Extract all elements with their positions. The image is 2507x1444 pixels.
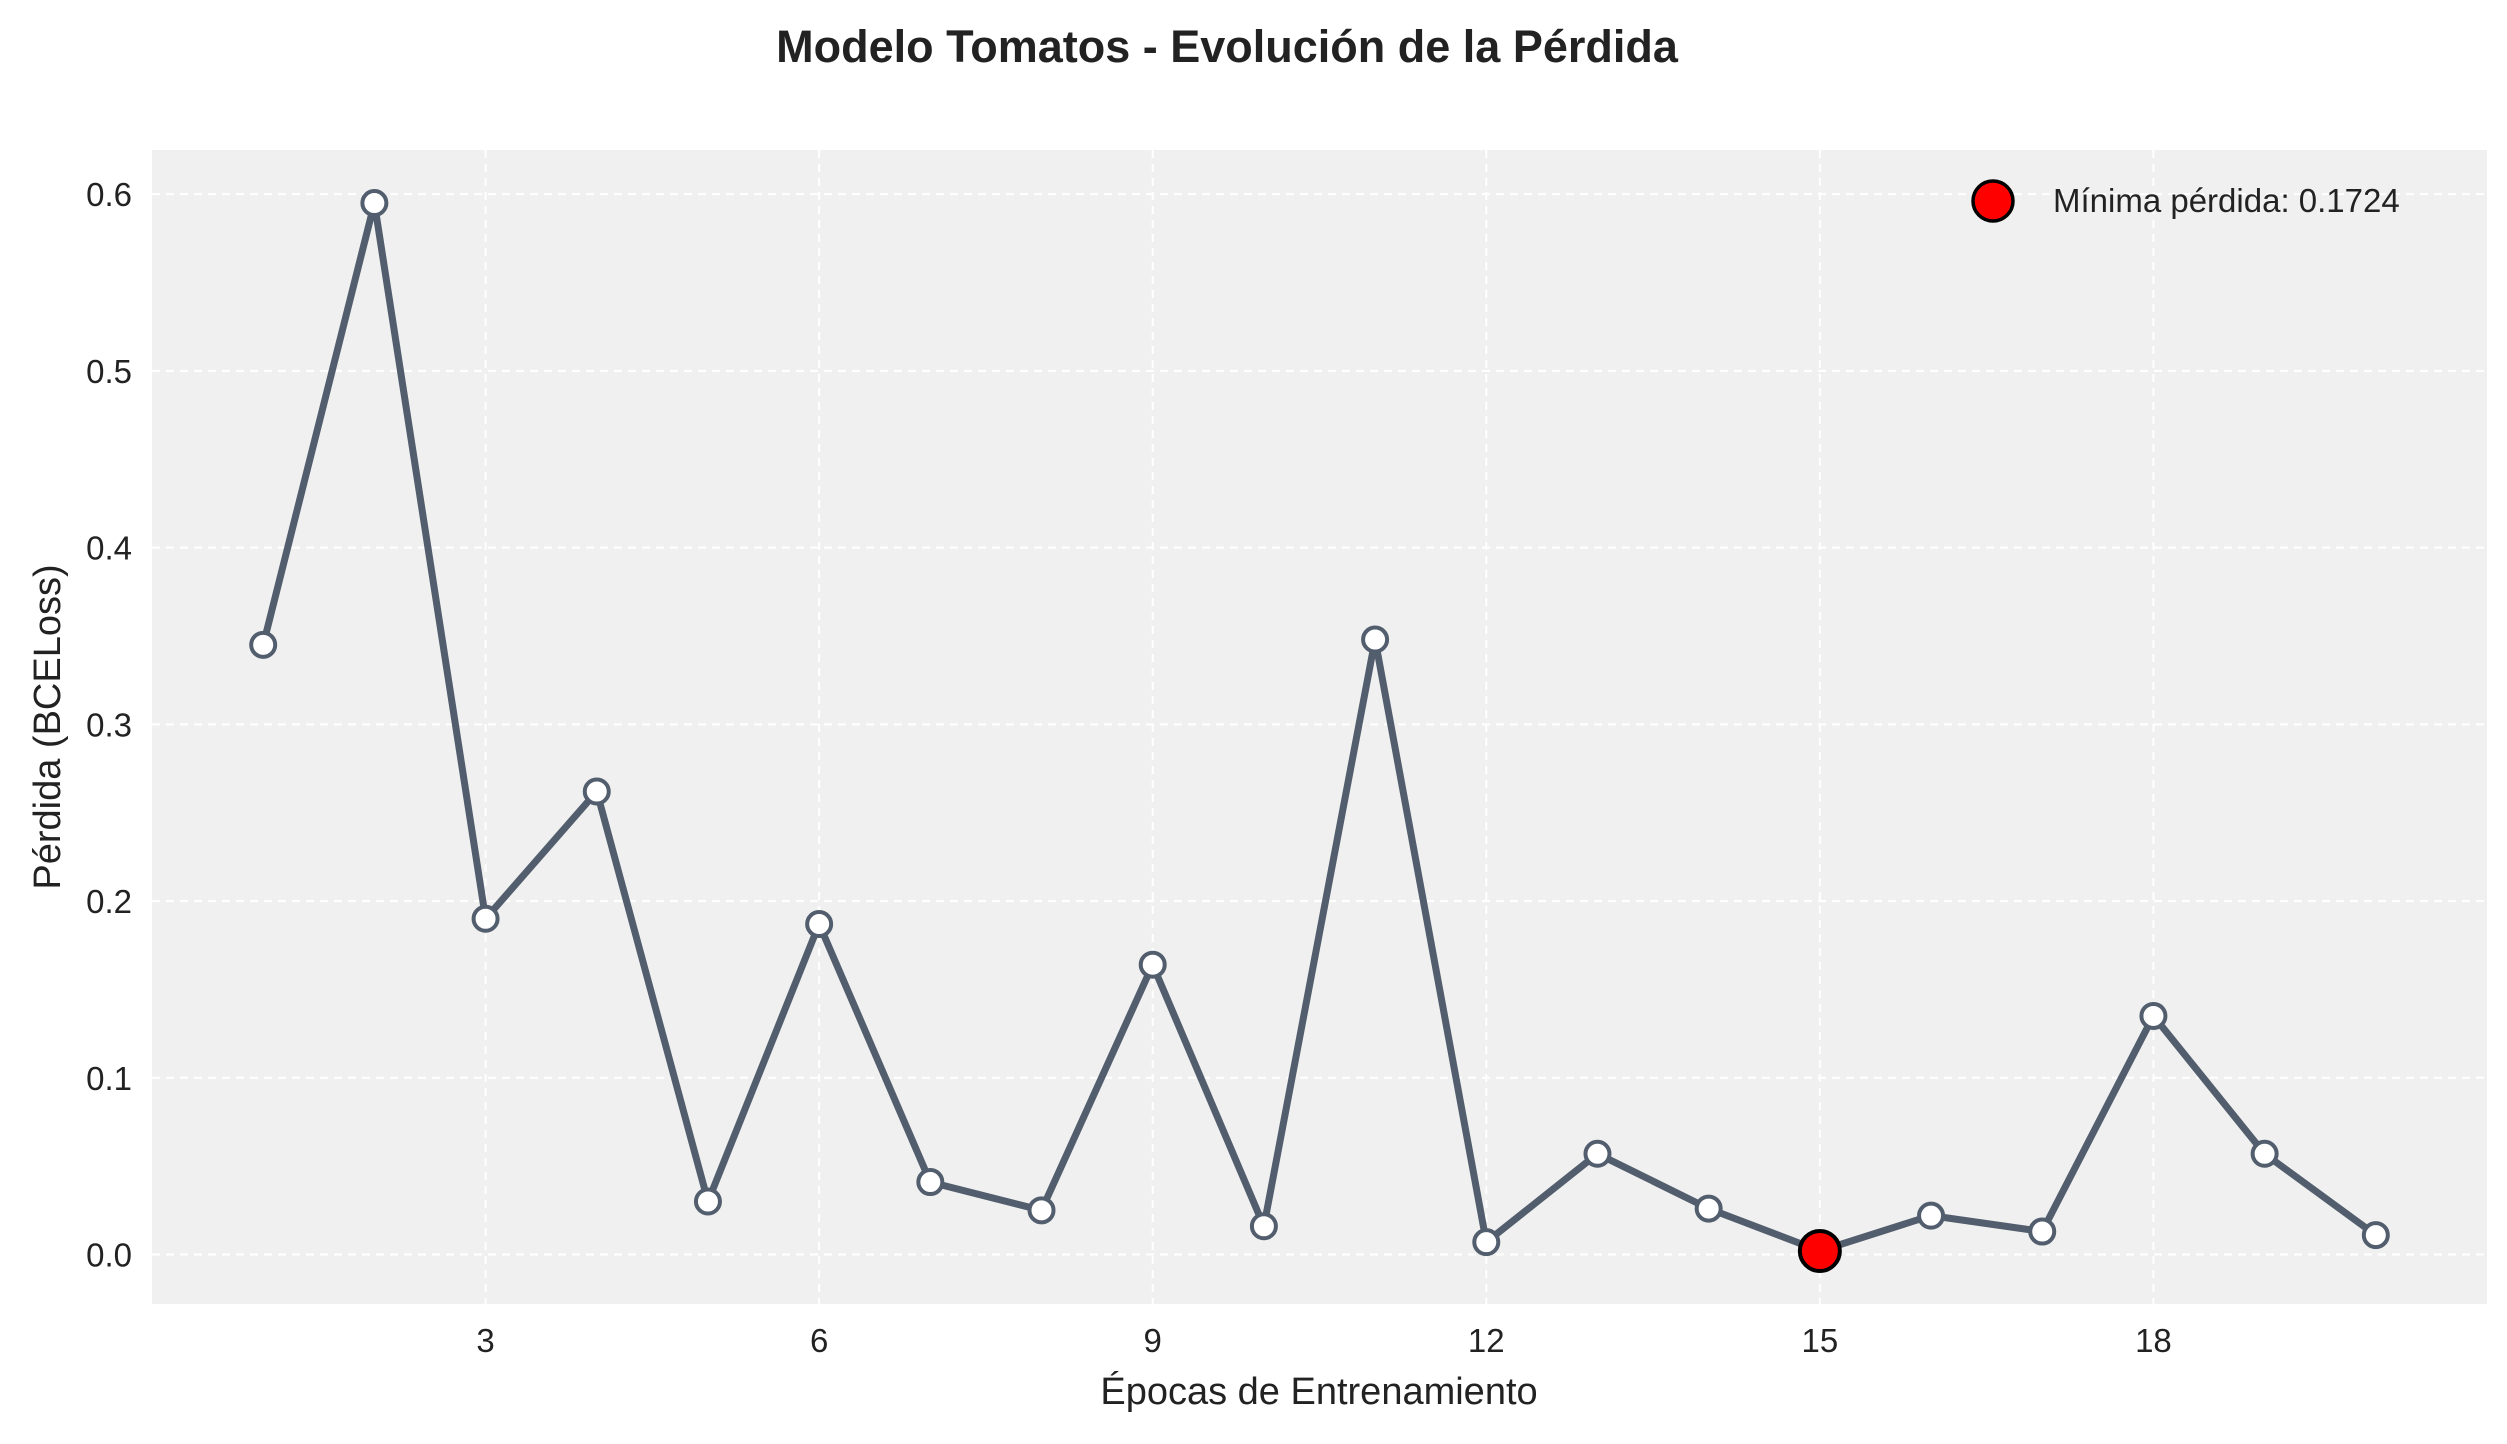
data-point (1249, 1212, 1278, 1241)
y-tick-label: 0.5 (86, 353, 132, 390)
data-point (1361, 625, 1390, 654)
plot-area (152, 150, 2487, 1304)
data-point (1472, 1228, 1501, 1257)
data-point (2361, 1221, 2390, 1250)
y-tick-label: 0.3 (86, 706, 132, 743)
x-tick-labels: 3 6 9 12 15 18 (476, 1322, 2171, 1359)
data-point (1138, 950, 1167, 979)
data-point (471, 904, 500, 933)
y-tick-label: 0.4 (86, 530, 132, 567)
data-point (249, 630, 278, 659)
x-tick-label: 15 (1801, 1322, 1838, 1359)
data-point (582, 777, 611, 806)
data-point (805, 910, 834, 939)
x-tick-label: 9 (1144, 1322, 1162, 1359)
x-tick-label: 3 (476, 1322, 494, 1359)
data-point (1694, 1194, 1723, 1223)
loss-line (259, 199, 2380, 1255)
data-point (360, 189, 389, 218)
y-tick-labels: 0.0 0.1 0.2 0.3 0.4 0.5 0.6 (86, 176, 132, 1273)
x-axis-label: Épocas de Entrenamiento (1100, 1370, 1537, 1413)
min-loss-marker (1797, 1228, 1842, 1273)
y-axis-label: Pérdida (BCELoss) (27, 564, 69, 889)
data-point (2028, 1217, 2057, 1246)
series-line (259, 199, 2380, 1255)
data-point (916, 1168, 945, 1197)
series-points (249, 189, 2390, 1265)
y-tick-label: 0.0 (86, 1237, 132, 1274)
y-tick-label: 0.1 (86, 1060, 132, 1097)
data-point (2139, 1001, 2168, 1030)
y-tick-label: 0.6 (86, 176, 132, 213)
x-tick-label: 6 (810, 1322, 828, 1359)
data-point (1027, 1196, 1056, 1225)
data-point (1917, 1201, 1946, 1230)
x-tick-label: 18 (2135, 1322, 2172, 1359)
grid (152, 150, 2487, 1304)
y-tick-label: 0.2 (86, 883, 132, 920)
legend-marker (1971, 179, 2015, 223)
legend: Mínima pérdida: 0.1724 (1971, 179, 2400, 223)
x-tick-label: 12 (1468, 1322, 1505, 1359)
data-point (693, 1187, 722, 1216)
data-point (1583, 1139, 1612, 1168)
chart-title: Modelo Tomatos - Evolución de la Pérdida (776, 21, 1679, 72)
legend-label: Mínima pérdida: 0.1724 (2053, 182, 2400, 219)
highlight-layer (1797, 1228, 1842, 1273)
data-point (2250, 1139, 2279, 1168)
